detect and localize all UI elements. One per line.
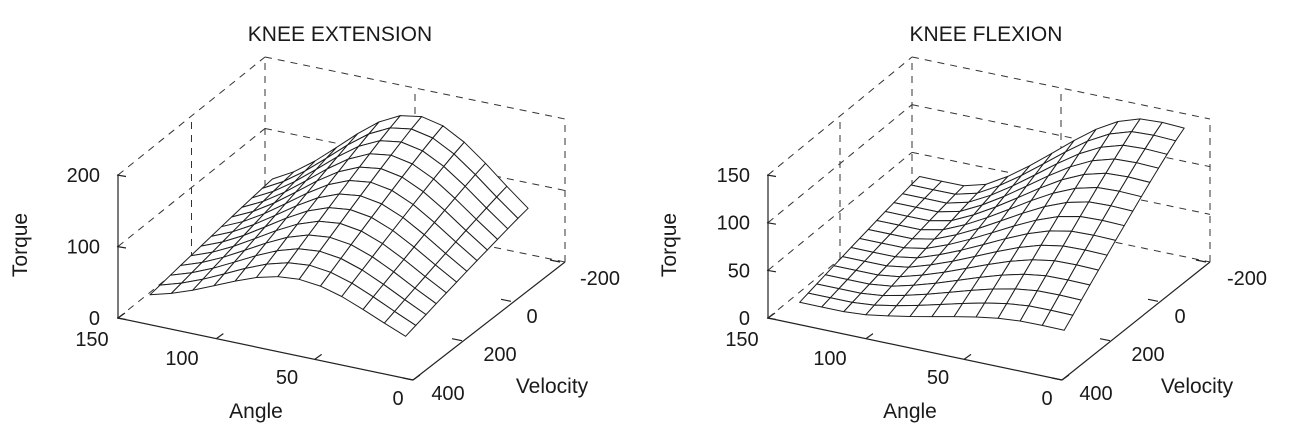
velocity-tick (451, 338, 463, 342)
knee-flexion-angle-label: Angle (883, 400, 937, 423)
torque-tick (766, 222, 777, 225)
velocity-axis (1061, 261, 1211, 381)
knee-flexion-torque-label: Torque (658, 213, 681, 277)
torque-tick (116, 245, 127, 249)
velocity-tick (1099, 338, 1111, 342)
angle-tick-label: 50 (927, 367, 949, 389)
velocity-tick-label: 200 (1131, 344, 1164, 366)
box-gridline (911, 56, 1211, 120)
knee-flexion-axes (766, 174, 1211, 381)
angle-tick-label: 150 (725, 329, 758, 351)
velocity-tick-label: 400 (431, 383, 464, 405)
angle-tick (1061, 374, 1070, 381)
angle-tick-label: 150 (75, 329, 108, 351)
box-gridline (911, 199, 1211, 263)
angle-tick-label: 50 (276, 367, 298, 389)
knee-flexion-surface (799, 118, 1185, 331)
velocity-tick-label: 0 (526, 306, 537, 328)
velocity-tick (402, 377, 414, 381)
velocity-tick (500, 298, 512, 302)
knee-flexion-plot: KNEE FLEXION Torque Angle Velocity 150 10… (658, 23, 1267, 423)
knee-flexion-title: KNEE FLEXION (910, 23, 1063, 46)
angle-tick (412, 374, 421, 381)
velocity-tick-label: 400 (1079, 383, 1112, 405)
torque-tick-label: 100 (67, 237, 100, 259)
angle-tick (767, 312, 776, 319)
torque-tick (766, 269, 777, 273)
angle-tick (215, 333, 224, 340)
knee-extension-velocity-label: Velocity (516, 375, 589, 398)
angle-tick (314, 353, 323, 360)
angle-tick-label: 100 (813, 348, 846, 370)
knee-extension-plot: KNEE EXTENSION Torque Angle Velocity 200… (9, 23, 620, 423)
knee-extension-axes (116, 174, 566, 381)
angle-tick (865, 333, 874, 340)
velocity-tick (1051, 377, 1063, 381)
box-gridline (767, 151, 913, 271)
torque-tick-label: 150 (717, 165, 750, 187)
torque-tick (116, 174, 127, 178)
angle-axis (767, 317, 1063, 381)
angle-tick (117, 312, 126, 319)
angle-tick-label: 0 (1041, 388, 1052, 410)
angle-tick-label: 100 (165, 348, 198, 370)
angle-tick (963, 353, 972, 360)
box-gridline (767, 56, 913, 176)
knee-extension-torque-label: Torque (9, 213, 32, 277)
knee-flexion-velocity-label: Velocity (1161, 375, 1234, 398)
velocity-tick (1147, 298, 1159, 302)
box-gridline (911, 151, 1211, 215)
velocity-tick (549, 259, 561, 263)
torque-tick-label: 200 (67, 165, 100, 187)
torque-tick-label: 0 (739, 308, 750, 330)
box-gridline (117, 56, 266, 176)
knee-extension-title: KNEE EXTENSION (248, 23, 432, 46)
surface-cell (149, 282, 182, 296)
velocity-tick-label: -200 (580, 268, 620, 290)
torque-tick-label: 50 (728, 260, 750, 282)
torque-tick (766, 174, 777, 178)
velocity-tick (1195, 259, 1207, 263)
knee-extension-angle-label: Angle (229, 400, 283, 423)
knee-extension-surface (149, 115, 529, 337)
torque-tick-label: 100 (717, 213, 750, 235)
angle-axis (117, 317, 414, 381)
surface-cell (799, 292, 831, 308)
velocity-tick-label: -200 (1227, 268, 1267, 290)
torque-tick-label: 0 (89, 308, 100, 330)
velocity-tick-label: 0 (1174, 306, 1185, 328)
velocity-tick-label: 200 (483, 344, 516, 366)
angle-tick-label: 0 (392, 388, 403, 410)
velocity-axis (412, 261, 566, 381)
